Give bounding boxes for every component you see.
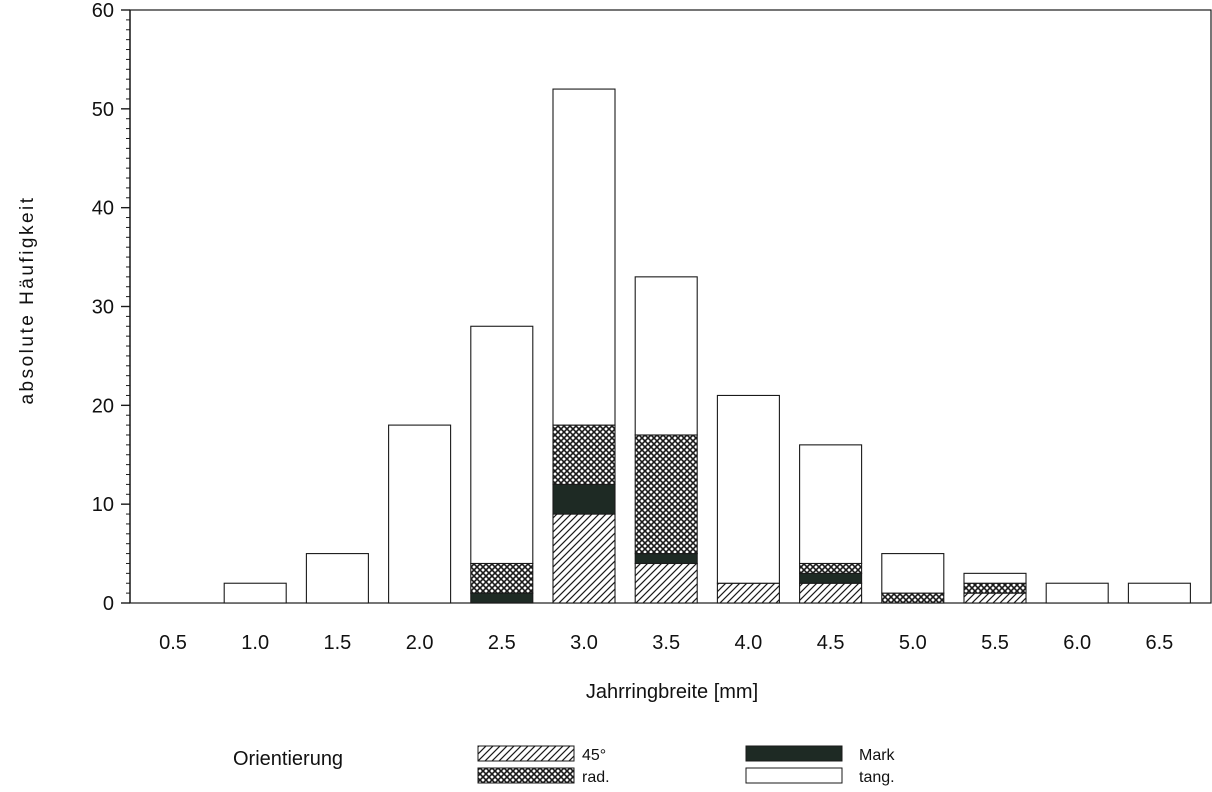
bar-segment-tang bbox=[470, 325, 534, 565]
bar-segment-tang bbox=[963, 572, 1027, 584]
x-axis-tick-labels: 0.5 1.0 1.5 2.0 2.5 3.0 3.5 4.0 4.5 5.0 5.5 6.0 6.5 bbox=[159, 632, 1173, 654]
legend-label-45deg: 45° bbox=[582, 747, 606, 764]
bar-segment-tang bbox=[552, 88, 616, 426]
bar-segment-rad bbox=[470, 562, 534, 594]
y-tick-label: 30 bbox=[92, 297, 114, 319]
y-axis-label: absolute Häufigkeit bbox=[17, 195, 38, 404]
x-tick-label: 2.0 bbox=[406, 632, 434, 654]
y-tick-label: 60 bbox=[92, 0, 114, 22]
bar-segment-tang bbox=[634, 276, 698, 436]
bar-segment-mark bbox=[470, 592, 534, 604]
plot-area bbox=[129, 9, 1212, 604]
legend-label-mark: Mark bbox=[859, 747, 896, 764]
bar-segment-tang bbox=[1045, 582, 1109, 604]
legend-swatch-mark bbox=[745, 745, 843, 762]
y-tick-label: 50 bbox=[92, 99, 114, 121]
bar-segment-tang bbox=[799, 444, 863, 565]
bar-segment-45deg bbox=[552, 513, 616, 604]
legend-swatch-tang bbox=[745, 767, 843, 784]
x-tick-label: 5.0 bbox=[899, 632, 927, 654]
legend-label-rad: rad. bbox=[582, 769, 610, 786]
bar-segment-mark bbox=[634, 553, 698, 565]
legend-swatch-rad bbox=[477, 767, 575, 784]
x-axis-label: Jahrringbreite [mm] bbox=[586, 681, 758, 703]
legend-title: Orientierung bbox=[233, 748, 343, 770]
bar-segment-45deg bbox=[634, 562, 698, 604]
bar-segment-mark bbox=[552, 483, 616, 515]
bar-segment-45deg bbox=[963, 592, 1027, 604]
bar-segment-rad bbox=[799, 562, 863, 574]
bar-segment-tang bbox=[881, 553, 945, 594]
legend: Orientierung 45° rad. Mark tang. bbox=[233, 745, 896, 786]
legend-label-tang: tang. bbox=[859, 769, 895, 786]
x-tick-label: 6.0 bbox=[1063, 632, 1091, 654]
bar-segment-45deg bbox=[716, 582, 780, 604]
x-tick-label: 1.0 bbox=[241, 632, 269, 654]
x-tick-label: 4.5 bbox=[817, 632, 845, 654]
x-tick-label: 3.5 bbox=[652, 632, 680, 654]
bar-segment-tang bbox=[716, 394, 780, 584]
bar-segment-rad bbox=[634, 434, 698, 555]
y-tick-label: 20 bbox=[92, 395, 114, 417]
x-tick-label: 3.0 bbox=[570, 632, 598, 654]
bar-segment-rad bbox=[881, 592, 945, 604]
y-tick-label: 40 bbox=[92, 198, 114, 220]
bar-segment-rad bbox=[963, 582, 1027, 594]
bar-segment-tang bbox=[1127, 582, 1191, 604]
x-tick-label: 5.5 bbox=[981, 632, 1009, 654]
y-tick-label: 0 bbox=[103, 593, 114, 615]
x-tick-label: 2.5 bbox=[488, 632, 516, 654]
x-tick-label: 4.0 bbox=[734, 632, 762, 654]
bar-segment-tang bbox=[223, 582, 287, 604]
y-axis: 0 10 20 30 40 50 60 bbox=[92, 0, 131, 615]
bar-segment-tang bbox=[305, 553, 369, 604]
x-tick-label: 1.5 bbox=[323, 632, 351, 654]
bar-segment-tang bbox=[388, 424, 452, 604]
bar-segment-mark bbox=[799, 572, 863, 584]
x-tick-label: 6.5 bbox=[1145, 632, 1173, 654]
bar-segment-rad bbox=[552, 424, 616, 485]
legend-swatch-45deg bbox=[477, 745, 575, 762]
y-tick-label: 10 bbox=[92, 494, 114, 516]
bars-group bbox=[223, 88, 1191, 604]
bar-segment-45deg bbox=[799, 582, 863, 604]
x-tick-label: 0.5 bbox=[159, 632, 187, 654]
